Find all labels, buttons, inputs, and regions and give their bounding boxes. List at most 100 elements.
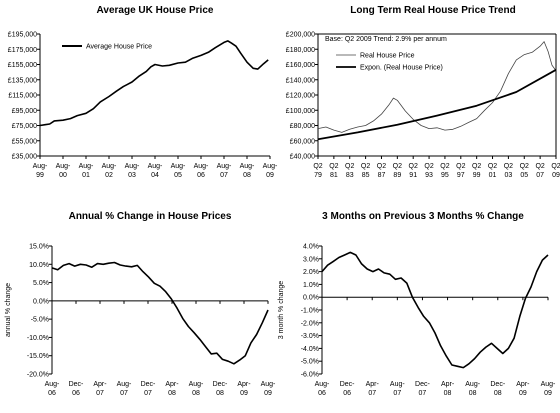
x-tick-label: 08 [469,390,477,397]
chart-title: Annual % Change in House Prices [69,211,232,222]
x-tick-label: Q2 [424,163,433,170]
series-line-1 [39,40,269,127]
x-tick-label: Aug- [171,163,186,170]
x-tick-label: 08 [192,390,200,397]
x-tick-label: 07 [536,172,544,179]
x-tick-label: Q2 [456,163,465,170]
y-tick-label: 4.0% [303,244,319,251]
x-tick-label: 09 [544,390,552,397]
x-tick-label: 08 [494,390,502,397]
x-tick-label: 03 [505,172,513,179]
y-tick-label: -15.0% [27,353,49,360]
x-tick-label: 08 [243,172,251,179]
y-tick-label: 0.0% [303,295,319,302]
x-tick-label: Q2 [345,163,354,170]
x-tick-label: 00 [59,172,67,179]
series-line-1 [317,41,557,133]
y-tick-label: £80,000 [290,123,315,130]
chart-subtitle: Base: Q2 2009 Trend: 2.9% per annum [325,36,447,43]
x-tick-label: 07 [419,390,427,397]
y-tick-label: -5.0% [31,317,49,324]
x-tick-label: Q2 [313,163,322,170]
y-tick-label: £140,000 [286,77,315,84]
x-tick-label: 09 [552,172,560,179]
x-tick-label: 09 [519,390,527,397]
x-tick-label: 07 [220,172,228,179]
chart-title: 3 Months on Previous 3 Months % Change [322,211,524,222]
legend-label: Average House Price [86,44,152,51]
x-tick-label: 09 [240,390,248,397]
x-tick-label: 79 [314,172,322,179]
y-tick-label: -3.0% [301,333,319,340]
series-line-1 [321,251,549,369]
chart-1: Average UK House Price £35,000 £55,000 £75,… [8,5,278,179]
x-tick-label: Aug- [263,163,278,170]
x-tick-label: 95 [441,172,449,179]
y-tick-label: £180,000 [286,47,315,54]
x-tick-label: Q2 [329,163,338,170]
legend-label: Real House Price [360,53,415,60]
chart-2: Long Term Real House Price Trend Base: Q2… [286,5,560,179]
x-tick-label: Q2 [504,163,513,170]
x-tick-label: 07 [120,390,128,397]
y-tick-label: 15.0% [29,244,49,251]
x-tick-label: Q2 [488,163,497,170]
x-tick-label: Aug- [261,381,276,388]
x-tick-label: Q2 [377,163,386,170]
x-tick-label: Aug- [117,381,132,388]
y-tick-label: £55,000 [12,138,37,145]
x-tick-label: Apr- [441,381,455,388]
x-tick-label: 09 [264,390,272,397]
x-tick-label: Aug- [56,163,71,170]
x-tick-label: Aug- [33,163,48,170]
x-tick-label: Q2 [361,163,370,170]
y-tick-label: £95,000 [12,108,37,115]
chart-title: Average UK House Price [97,5,214,16]
x-tick-label: 06 [343,390,351,397]
x-tick-label: Q2 [440,163,449,170]
y-axis-label: annual % change [5,283,12,337]
chart-title: Long Term Real House Price Trend [350,5,515,16]
x-tick-label: Aug- [148,163,163,170]
x-tick-label: 81 [330,172,338,179]
y-tick-label: £135,000 [8,77,37,84]
x-tick-label: Dec- [415,381,430,388]
x-tick-label: Apr- [237,381,251,388]
x-tick-label: Dec- [213,381,228,388]
legend-label: Expon. (Real House Price) [360,65,443,72]
series-line-1 [51,261,269,365]
y-tick-label: £75,000 [12,123,37,130]
y-tick-label: 2.0% [303,269,319,276]
x-tick-label: Apr- [93,381,107,388]
x-tick-label: 06 [72,390,80,397]
x-tick-label: 07 [393,390,401,397]
x-tick-label: 87 [378,172,386,179]
x-tick-label: Aug- [217,163,232,170]
y-tick-label: £195,000 [8,32,37,39]
x-tick-label: Aug- [240,163,255,170]
x-tick-label: 99 [473,172,481,179]
y-tick-label: £160,000 [286,62,315,69]
y-tick-label: -6.0% [301,372,319,379]
x-tick-label: 01 [82,172,90,179]
y-tick-label: -2.0% [301,320,319,327]
y-tick-label: 1.0% [303,282,319,289]
x-tick-label: Dec- [490,381,505,388]
y-tick-label: £175,000 [8,47,37,54]
chart-3: Annual % Change in House Prices -20.0% -15… [5,211,276,397]
x-tick-label: 83 [346,172,354,179]
x-tick-label: Apr- [366,381,380,388]
x-tick-label: Q2 [472,163,481,170]
y-tick-label: £200,000 [286,32,315,39]
x-tick-label: Aug- [465,381,480,388]
x-tick-label: 05 [520,172,528,179]
x-tick-label: 97 [457,172,465,179]
y-tick-label: -5.0% [301,359,319,366]
x-tick-label: 04 [151,172,159,179]
x-tick-label: 08 [168,390,176,397]
x-tick-label: Aug- [315,381,330,388]
x-tick-label: 09 [266,172,274,179]
x-tick-label: Aug- [125,163,140,170]
x-tick-label: Aug- [541,381,556,388]
y-tick-label: £155,000 [8,62,37,69]
